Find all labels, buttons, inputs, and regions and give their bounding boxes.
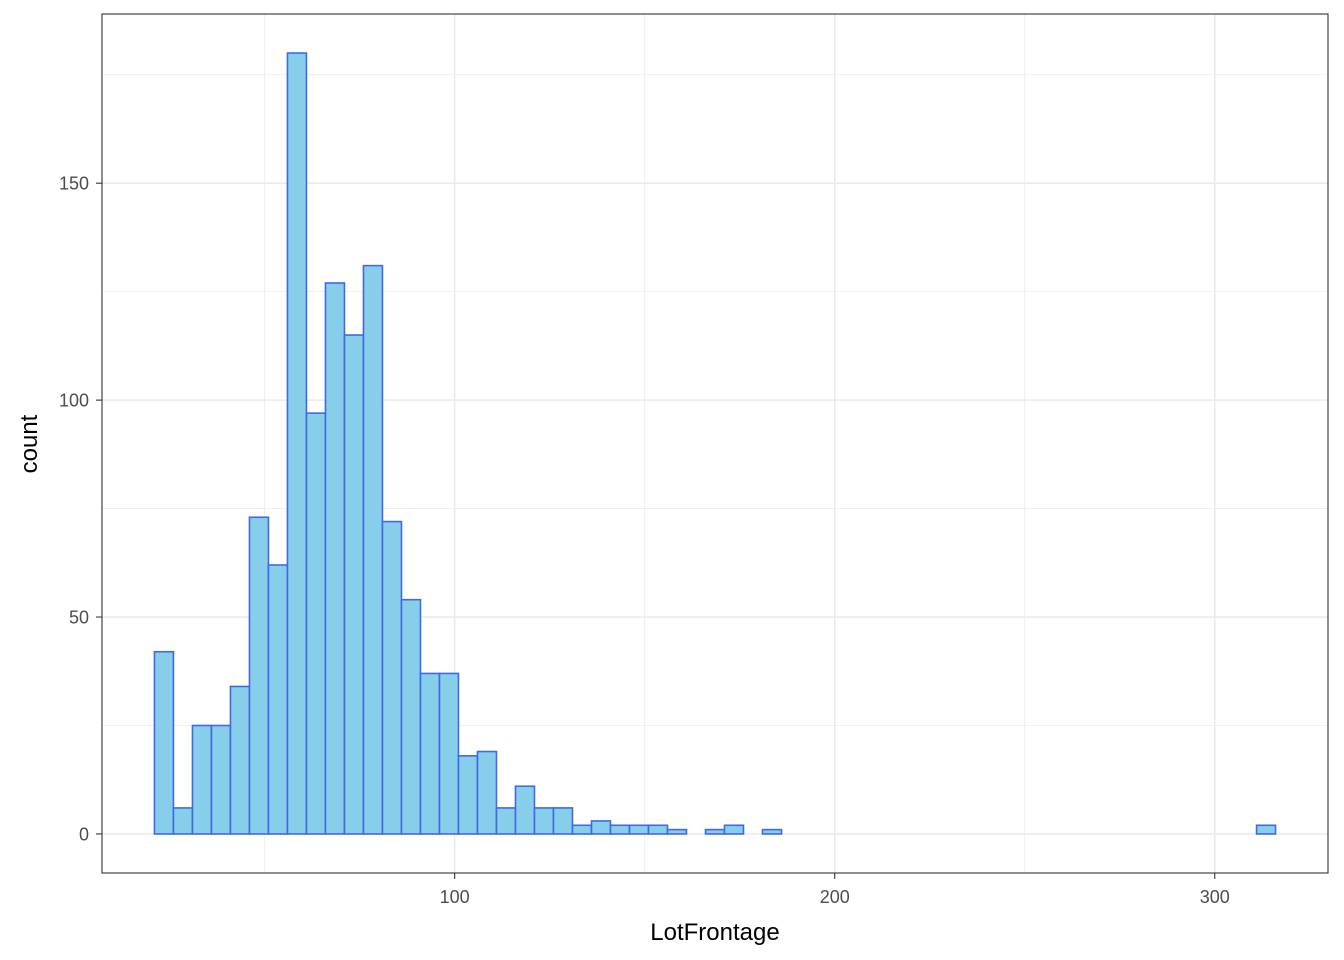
histogram-bar (704, 828, 726, 835)
histogram-bar (267, 564, 289, 835)
histogram-bar (305, 412, 327, 835)
histogram-bar (552, 807, 574, 835)
histogram-bar (533, 807, 555, 835)
histogram-bar (571, 824, 593, 835)
y-tick-label: 100 (59, 391, 89, 411)
histogram-bar (609, 824, 631, 835)
histogram-bar (400, 598, 422, 835)
histogram-bar (666, 828, 688, 835)
y-tick-label: 150 (59, 174, 89, 194)
histogram-bar (286, 52, 308, 835)
histogram-bar (476, 750, 498, 835)
histogram-bar (438, 672, 460, 835)
histogram-bar (1255, 824, 1277, 835)
x-axis-title: LotFrontage (650, 919, 779, 946)
y-tick-label: 50 (69, 608, 89, 628)
histogram-bar (761, 828, 783, 835)
histogram-bar (153, 650, 175, 835)
histogram-bar (248, 516, 270, 835)
histogram-bar (381, 520, 403, 835)
histogram-bar (172, 807, 194, 835)
y-tick-label: 0 (79, 824, 89, 844)
histogram-bar (229, 685, 251, 835)
histogram-bar (590, 820, 612, 835)
histogram-bar (457, 755, 479, 835)
panel-border (101, 13, 1329, 874)
histogram-bar (723, 824, 745, 835)
histogram-bar (628, 824, 650, 835)
y-axis-title: count (16, 414, 43, 473)
x-tick-label: 100 (440, 887, 470, 907)
histogram-bar (419, 672, 441, 835)
histogram-bar (324, 282, 346, 835)
histogram-bar (210, 724, 232, 835)
histogram-bars (153, 52, 1277, 835)
y-axis-ticks: 0 50 100 150 (59, 174, 102, 844)
histogram-bar (514, 785, 536, 835)
histogram-bar (191, 724, 213, 835)
x-axis-ticks: 100 200 300 (440, 873, 1230, 907)
histogram-bar (647, 824, 669, 835)
x-tick-label: 300 (1200, 887, 1230, 907)
x-tick-label: 200 (820, 887, 850, 907)
histogram-bar (362, 264, 384, 835)
histogram-bar (343, 334, 365, 835)
histogram-bar (495, 807, 517, 835)
